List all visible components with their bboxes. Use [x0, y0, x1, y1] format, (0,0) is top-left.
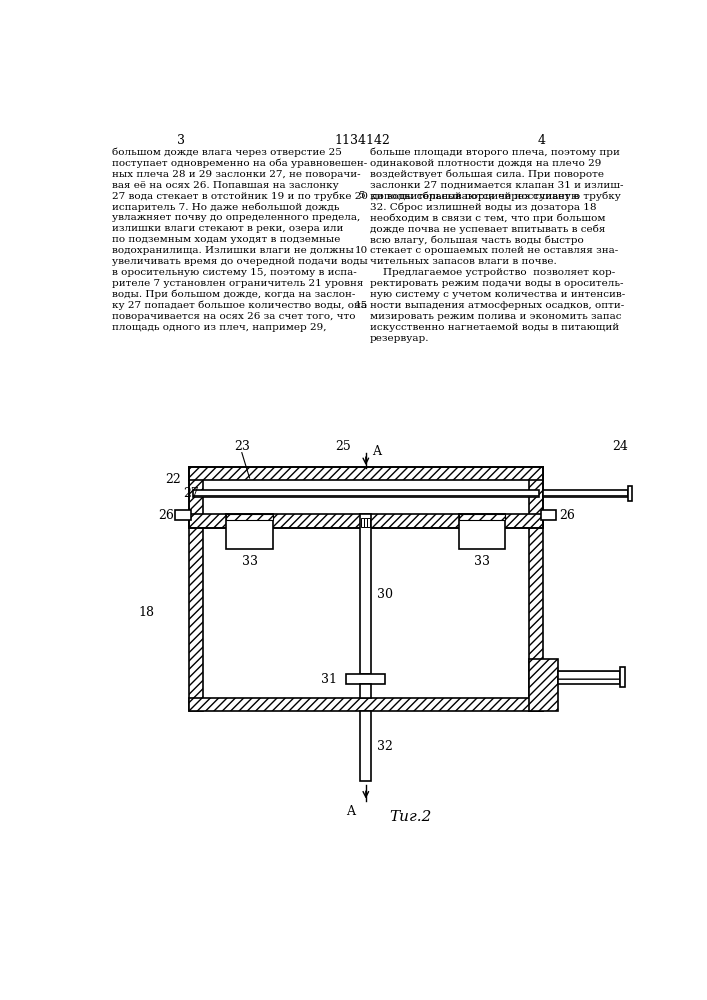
Text: 5: 5: [358, 191, 365, 200]
Text: необходим в связи с тем, что при большом: необходим в связи с тем, что при большом: [370, 213, 605, 223]
Text: поворачивается на осях 26 за счет того, что: поворачивается на осях 26 за счет того, …: [112, 312, 355, 321]
Text: площадь одного из плеч, например 29,: площадь одного из плеч, например 29,: [112, 323, 326, 332]
Text: Τиг.2: Τиг.2: [389, 810, 431, 824]
Text: резервуар.: резервуар.: [370, 334, 429, 343]
Text: 3: 3: [177, 134, 185, 147]
Text: 18: 18: [139, 606, 154, 619]
Text: 25: 25: [334, 440, 351, 453]
Text: A: A: [372, 445, 381, 458]
Bar: [529, 659, 558, 711]
Bar: [189, 514, 542, 528]
Bar: [175, 510, 191, 520]
Bar: [361, 684, 371, 698]
Text: 26: 26: [158, 509, 174, 522]
Bar: [628, 486, 633, 501]
Text: 31: 31: [321, 673, 337, 686]
Text: 4: 4: [538, 134, 546, 147]
Text: воздействует большая сила. При повороте: воздействует большая сила. При повороте: [370, 170, 604, 179]
Text: мизировать режим полива и экономить запас: мизировать режим полива и экономить запа…: [370, 312, 621, 321]
Bar: [368, 518, 370, 527]
Text: заслонки 27 поднимается клапан 31 и излиш-: заслонки 27 поднимается клапан 31 и изли…: [370, 181, 623, 190]
Bar: [542, 490, 628, 497]
Text: дожде почва не успевает впитывать в себя: дожде почва не успевает впитывать в себя: [370, 224, 605, 234]
Text: 33: 33: [474, 555, 490, 568]
Text: 27 вода стекает в отстойник 19 и по трубке 20 дополнительной порцией поступает в: 27 вода стекает в отстойник 19 и по труб…: [112, 191, 579, 201]
Text: ности выпадения атмосферных осадков, опти-: ности выпадения атмосферных осадков, опт…: [370, 301, 624, 310]
Text: излишки влаги стекают в реки, озера или: излишки влаги стекают в реки, озера или: [112, 224, 343, 233]
Bar: [189, 698, 542, 711]
Text: 24: 24: [612, 440, 628, 453]
Text: 32. Сброс излишней воды из дозатора 18: 32. Сброс излишней воды из дозатора 18: [370, 202, 596, 212]
Bar: [226, 514, 273, 549]
Text: 22: 22: [165, 473, 182, 486]
Text: 15: 15: [354, 301, 368, 310]
Bar: [620, 667, 625, 687]
Bar: [361, 711, 371, 781]
Bar: [189, 466, 542, 528]
Text: ки воды сбрасываются через сливную трубку: ки воды сбрасываются через сливную трубк…: [370, 191, 621, 201]
Bar: [529, 466, 542, 711]
Bar: [541, 510, 556, 520]
Text: A: A: [346, 805, 356, 818]
Text: искусственно нагнетаемой воды в питающий: искусственно нагнетаемой воды в питающий: [370, 323, 619, 332]
Bar: [459, 514, 506, 549]
Text: ную систему с учетом количества и интенсив-: ную систему с учетом количества и интенс…: [370, 290, 625, 299]
Text: вая её на осях 26. Попавшая на заслонку: вая её на осях 26. Попавшая на заслонку: [112, 181, 339, 190]
Text: водохранилища. Излишки влаги не должны: водохранилища. Излишки влаги не должны: [112, 246, 354, 255]
Bar: [459, 514, 506, 520]
Text: Предлагаемое устройство  позволяет кор-: Предлагаемое устройство позволяет кор-: [370, 268, 615, 277]
Text: чительных запасов влаги в почве.: чительных запасов влаги в почве.: [370, 257, 556, 266]
Text: стекает с орошаемых полей не оставляя зна-: стекает с орошаемых полей не оставляя зн…: [370, 246, 618, 255]
Text: по подземным ходам уходят в подземные: по подземным ходам уходят в подземные: [112, 235, 340, 244]
Text: 26: 26: [559, 509, 575, 522]
Text: ректировать режим подачи воды в ороситель-: ректировать режим подачи воды в оросител…: [370, 279, 623, 288]
Bar: [361, 514, 371, 674]
Text: 32: 32: [378, 740, 393, 753]
Bar: [361, 518, 363, 527]
Text: 30: 30: [378, 588, 394, 601]
Text: 10: 10: [354, 246, 368, 255]
Text: 23: 23: [234, 440, 250, 453]
Bar: [346, 674, 385, 684]
Text: 33: 33: [242, 555, 257, 568]
Text: 1134142: 1134142: [334, 134, 390, 147]
Text: 27: 27: [183, 487, 199, 500]
Bar: [189, 466, 203, 711]
Text: рителе 7 установлен ограничитель 21 уровня: рителе 7 установлен ограничитель 21 уров…: [112, 279, 363, 288]
Text: увеличивать время до очередной подачи воды: увеличивать время до очередной подачи во…: [112, 257, 368, 266]
Text: воды. При большом дожде, когда на заслон-: воды. При большом дожде, когда на заслон…: [112, 290, 355, 299]
Text: в оросительную систему 15, поэтому в испа-: в оросительную систему 15, поэтому в исп…: [112, 268, 356, 277]
Bar: [189, 466, 542, 480]
Bar: [364, 518, 367, 527]
Bar: [558, 671, 620, 684]
Bar: [226, 514, 273, 520]
Text: больше площади второго плеча, поэтому при: больше площади второго плеча, поэтому пр…: [370, 148, 619, 157]
Text: большом дожде влага через отверстие 25: большом дожде влага через отверстие 25: [112, 148, 341, 157]
Text: всю влагу, большая часть воды быстро: всю влагу, большая часть воды быстро: [370, 235, 583, 245]
Text: поступает одновременно на оба уравновешен-: поступает одновременно на оба уравновеше…: [112, 159, 367, 168]
Text: испаритель 7. Но даже небольшой дождь: испаритель 7. Но даже небольшой дождь: [112, 202, 339, 212]
Text: одинаковой плотности дождя на плечо 29: одинаковой плотности дождя на плечо 29: [370, 159, 601, 168]
Text: ку 27 попадает большое количество воды, она: ку 27 попадает большое количество воды, …: [112, 301, 367, 310]
Text: увлажняет почву до определенного предела,: увлажняет почву до определенного предела…: [112, 213, 360, 222]
Bar: [193, 490, 539, 497]
Text: ных плеча 28 и 29 заслонки 27, не поворачи-: ных плеча 28 и 29 заслонки 27, не повора…: [112, 170, 361, 179]
